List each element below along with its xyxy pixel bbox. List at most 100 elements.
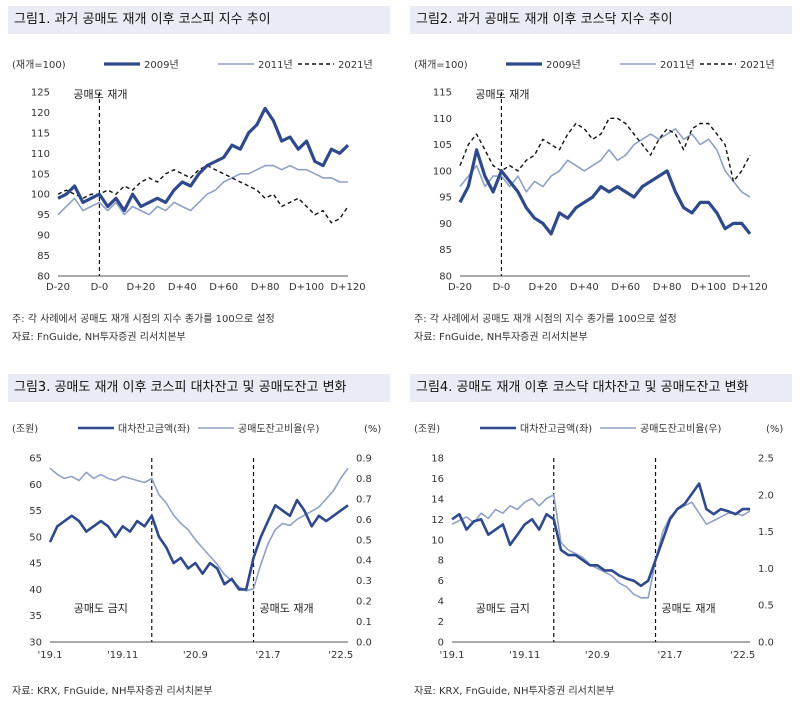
- unit-label-right: (%): [766, 424, 783, 435]
- chart-panel-kospi-lending: 그림3. 공매도 재개 이후 코스피 대차잔고 및 공매도잔고 변화 (조원)(…: [8, 374, 390, 720]
- legend-label: 2021년: [740, 59, 775, 71]
- x-tick-label: D-0: [493, 282, 511, 293]
- y2-tick-label: 0.1: [356, 617, 372, 628]
- legend-label: 대차잔고금액(좌): [118, 423, 190, 435]
- y-tick-label: 60: [29, 480, 42, 491]
- y-tick-label: 90: [37, 231, 50, 242]
- x-tick-label: '20.9: [585, 650, 610, 661]
- y-tick-label: 110: [31, 149, 50, 160]
- legend-label: 2009년: [546, 59, 581, 71]
- y-tick-label: 105: [433, 140, 452, 151]
- y2-tick-label: 0.2: [356, 597, 372, 608]
- y2-tick-label: 0.0: [356, 638, 372, 649]
- x-tick-label: D+20: [126, 282, 155, 293]
- x-tick-label: D+100: [289, 282, 324, 293]
- y-tick-label: 8: [438, 556, 444, 567]
- y2-tick-label: 2.5: [758, 454, 774, 465]
- y2-tick-label: 0.7: [356, 494, 372, 505]
- y2-tick-label: 0.3: [356, 576, 372, 587]
- chart-source: 자료: FnGuide, NH투자증권 리서치본부: [12, 332, 186, 343]
- y2-tick-label: 1.0: [758, 564, 774, 575]
- annotation-label: 공매도 재개: [260, 602, 314, 615]
- legend-label: 대차잔고금액(좌): [520, 423, 592, 435]
- chart-panel-kosdaq-index: 그림2. 과거 공매도 재개 이후 코스닥 지수 추이 (재개=100) 2009…: [410, 6, 792, 352]
- unit-label-left: (조원): [12, 423, 38, 435]
- y-tick-label: 10: [431, 535, 444, 546]
- x-tick-label: D-20: [448, 282, 472, 293]
- y-tick-label: 55: [29, 506, 42, 517]
- y-tick-label: 80: [37, 272, 50, 283]
- x-tick-label: '22.5: [328, 650, 353, 661]
- unit-label-right: (%): [364, 424, 381, 435]
- chart-kospi-lending: (조원) (%) 대차잔고금액(좌) 공매도잔고비율(우) 30 35 40 45 50 55 60…: [12, 423, 381, 661]
- annotation-label: 공매도 금지: [74, 602, 128, 615]
- x-tick-label: D+80: [653, 282, 682, 293]
- panel-title: 그림3. 공매도 재개 이후 코스피 대차잔고 및 공매도잔고 변화: [8, 374, 390, 402]
- y-tick-label: 16: [431, 474, 444, 485]
- x-tick-label: '19.11: [509, 650, 540, 661]
- y2-tick-label: 1.5: [758, 527, 774, 538]
- chart-panel-kospi-index: 그림1. 과거 공매도 재개 이후 코스피 지수 추이 (재개=100) 2009…: [8, 6, 390, 352]
- unit-label: (재개=100): [414, 59, 468, 71]
- annotation-label: 공매도 재개: [73, 88, 127, 101]
- y-tick-label: 90: [439, 219, 452, 230]
- unit-label: (재개=100): [12, 59, 66, 71]
- y-tick-label: 50: [29, 532, 42, 543]
- series-line-대차잔고금액(좌): [451, 482, 750, 588]
- x-tick-label: '19.1: [37, 650, 62, 661]
- y2-tick-label: 0.8: [356, 474, 372, 485]
- y-tick-label: 95: [37, 210, 50, 221]
- x-tick-label: D+60: [209, 282, 238, 293]
- series-line-2021년: [57, 164, 349, 224]
- x-tick-label: '20.9: [183, 650, 208, 661]
- chart-note: 주: 각 사례에서 공매도 재개 시점의 지수 종가를 100으로 설정: [12, 314, 275, 325]
- y-tick-label: 80: [439, 272, 452, 283]
- y2-tick-label: 0.5: [758, 601, 774, 612]
- y-tick-label: 35: [29, 611, 42, 622]
- series-line-2011년: [57, 164, 348, 216]
- panel-title: 그림4. 공매도 재개 이후 코스닥 대차잔고 및 공매도잔고 변화: [410, 374, 792, 402]
- panel-title: 그림2. 과거 공매도 재개 이후 코스닥 지수 추이: [410, 6, 792, 34]
- y-tick-label: 115: [433, 88, 452, 99]
- chart-kosdaq-index: (재개=100) 2009년 2011년 2021년 80 85 90 95 100 105 110…: [414, 59, 775, 293]
- annotation-label: 공매도 재개: [662, 602, 716, 615]
- panel-title: 그림1. 과거 공매도 재개 이후 코스피 지수 추이: [8, 6, 390, 34]
- legend-label: 공매도잔고비율(우): [640, 423, 722, 435]
- chart-kosdaq-lending: (조원) (%) 대차잔고금액(좌) 공매도잔고비율(우) 0 2 4 6 8 10 12 14 16 1…: [414, 423, 783, 661]
- y-tick-label: 95: [439, 193, 452, 204]
- chart-note: 주: 각 사례에서 공매도 재개 시점의 지수 종가를 100으로 설정: [414, 314, 677, 325]
- annotation-label: 공매도 재개: [475, 88, 529, 101]
- series-line-공매도잔고비율(우): [451, 494, 751, 599]
- x-tick-label: '21.7: [658, 650, 683, 661]
- y-tick-label: 14: [431, 494, 444, 505]
- legend-label: 2011년: [660, 59, 695, 71]
- chart-panel-kosdaq-lending: 그림4. 공매도 재개 이후 코스닥 대차잔고 및 공매도잔고 변화 (조원) (…: [410, 374, 792, 720]
- x-tick-label: '21.7: [256, 650, 281, 661]
- x-tick-label: D+80: [251, 282, 280, 293]
- y-tick-label: 85: [37, 251, 50, 262]
- legend-label: 공매도잔고비율(우): [238, 423, 320, 435]
- series-line-2009년: [458, 148, 752, 236]
- annotation-label: 공매도 금지: [476, 602, 530, 615]
- series-line-2021년: [459, 117, 751, 183]
- x-tick-label: D+120: [732, 282, 767, 293]
- series-line-2011년: [459, 128, 751, 198]
- y-tick-label: 45: [29, 559, 42, 570]
- unit-label-left: (조원): [414, 423, 440, 435]
- y-tick-label: 40: [29, 585, 42, 596]
- y-tick-label: 120: [31, 108, 50, 119]
- y-tick-label: 100: [433, 166, 452, 177]
- x-tick-label: '19.1: [439, 650, 464, 661]
- y-tick-label: 30: [29, 638, 42, 649]
- x-tick-label: D+20: [528, 282, 557, 293]
- y-tick-label: 85: [439, 245, 452, 256]
- chart-source: 자료: FnGuide, NH투자증권 리서치본부: [414, 332, 588, 343]
- series-line-공매도잔고비율(우): [49, 467, 349, 592]
- legend-label: 2021년: [338, 59, 373, 71]
- y-tick-label: 18: [431, 454, 444, 465]
- legend-label: 2009년: [144, 59, 179, 71]
- y2-tick-label: 0.4: [356, 556, 372, 567]
- x-tick-label: D-0: [91, 282, 109, 293]
- y2-tick-label: 0.0: [758, 638, 774, 649]
- x-tick-label: D+60: [611, 282, 640, 293]
